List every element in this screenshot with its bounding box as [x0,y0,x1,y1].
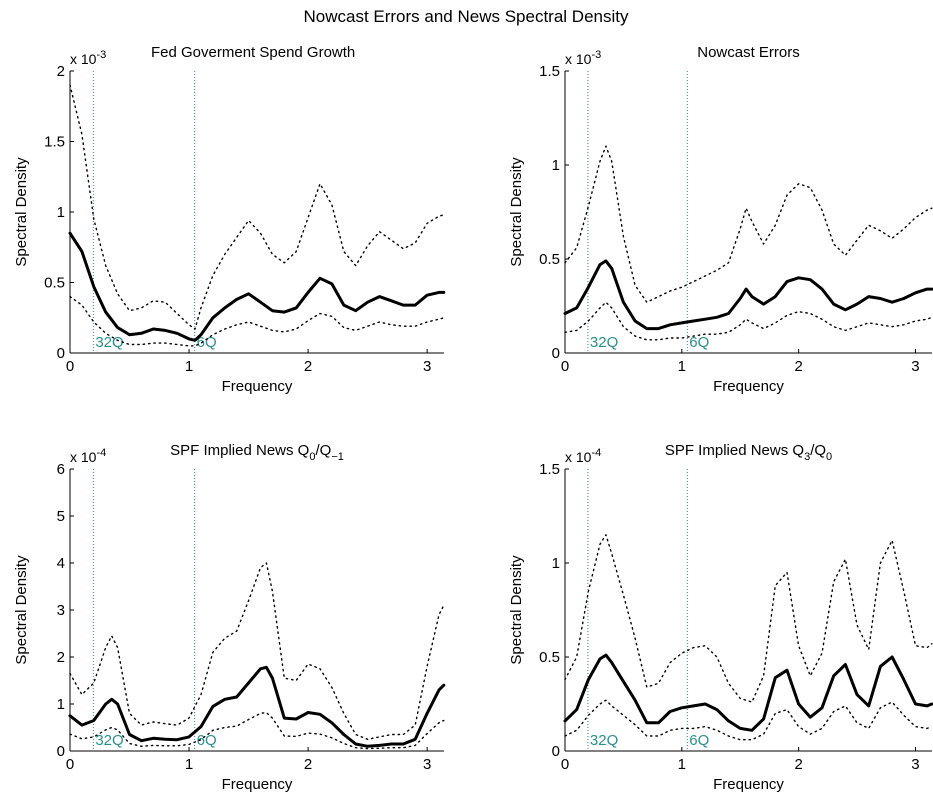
panel-title: Fed Goverment Spend Growth [151,44,355,61]
y-tick-label: 2 [57,649,65,666]
y-tick-label: 6 [57,461,65,478]
x-tick-label: 1 [678,358,686,375]
panel-spf-news-q3: 0 1 2 3 0 0.5 1 1.5 Frequency Spectral Density x 1… [508,442,933,793]
band-label: 32Q [590,334,618,351]
series-lower-band-line [564,301,933,341]
y-tick-label: 0 [57,345,65,362]
y-tick-label: 1.5 [539,461,560,478]
series-upper-band-line [564,534,933,703]
x-tick-label: 0 [561,756,569,773]
band-label: 6Q [689,334,709,351]
x-tick-label: 3 [423,756,431,773]
y-tick-label: 1 [57,696,65,713]
y-tick-label: 1 [552,555,560,572]
x-tick-label: 1 [185,756,193,773]
panel-title: SPF Implied News Q3/Q0 [665,442,832,463]
x-tick-label: 0 [66,756,74,773]
x-tick-label: 1 [678,756,686,773]
x-tick-label: 3 [423,358,431,375]
x-tick-label: 2 [794,358,802,375]
band-label: 32Q [95,732,123,749]
y-tick-label: 0 [552,743,560,760]
y-tick-label: 0 [552,345,560,362]
figure-title: Nowcast Errors and News Spectral Density [303,7,629,26]
y-tick-label: 0 [57,743,65,760]
x-tick-label: 0 [66,358,74,375]
series-upper-band-line [69,84,445,330]
y-axis-label: Spectral Density [508,157,525,267]
band-label: 6Q [689,732,709,749]
y-tick-label: 1.5 [44,134,65,151]
y-scale-multiplier: x 10-3 [565,49,601,67]
x-tick-label: 3 [911,756,919,773]
series-estimate-line [563,653,933,732]
x-axis-label: Frequency [222,378,293,395]
y-scale-multiplier: x 10-4 [70,447,106,465]
x-tick-label: 2 [304,358,312,375]
y-axis-label: Spectral Density [13,555,30,665]
panel-fed-spend-growth: 0 1 2 3 0 0.5 1 1.5 2 Frequency Spectral Density x … [13,44,446,395]
series-lower-band-line [564,699,933,741]
series-estimate-line [563,259,933,331]
y-tick-label: 1 [552,157,560,174]
panel-nowcast-errors: 0 1 2 3 0 0.5 1 1.5 Frequency Spectral Density x 1… [508,44,933,395]
x-tick-label: 2 [304,756,312,773]
x-axis-label: Frequency [713,776,784,793]
y-scale-multiplier: x 10-3 [70,49,106,67]
series-estimate-line [68,231,446,342]
y-scale-multiplier: x 10-4 [565,447,601,465]
y-tick-label: 0.5 [539,251,560,268]
x-tick-label: 3 [911,358,919,375]
y-axis-label: Spectral Density [13,157,30,267]
y-tick-label: 5 [57,508,65,525]
y-tick-label: 3 [57,602,65,619]
x-tick-label: 0 [561,358,569,375]
y-tick-label: 0.5 [44,275,65,292]
x-axis-label: Frequency [713,378,784,395]
band-label: 6Q [197,334,217,351]
panel-title: SPF Implied News Q0/Q−1 [170,442,344,463]
x-tick-label: 2 [794,756,802,773]
y-tick-label: 0.5 [539,649,560,666]
series-lower-band-line [69,295,445,347]
y-tick-label: 1.5 [539,63,560,80]
panel-title: Nowcast Errors [697,44,800,61]
x-tick-label: 1 [185,358,193,375]
y-tick-label: 4 [57,555,65,572]
band-label: 6Q [197,732,217,749]
series-estimate-line [68,665,446,748]
series-upper-band-line [69,562,445,740]
y-axis-label: Spectral Density [508,555,525,665]
band-label: 32Q [95,334,123,351]
band-label: 32Q [590,732,618,749]
y-tick-label: 1 [57,204,65,221]
series-upper-band-line [564,145,933,303]
y-tick-label: 2 [57,63,65,80]
x-axis-label: Frequency [222,776,293,793]
series-lower-band-line [69,711,445,750]
panel-spf-news-q0: 0 1 2 3 0 1 2 3 4 5 6 Frequency Spectral Density x 10… [13,442,446,793]
